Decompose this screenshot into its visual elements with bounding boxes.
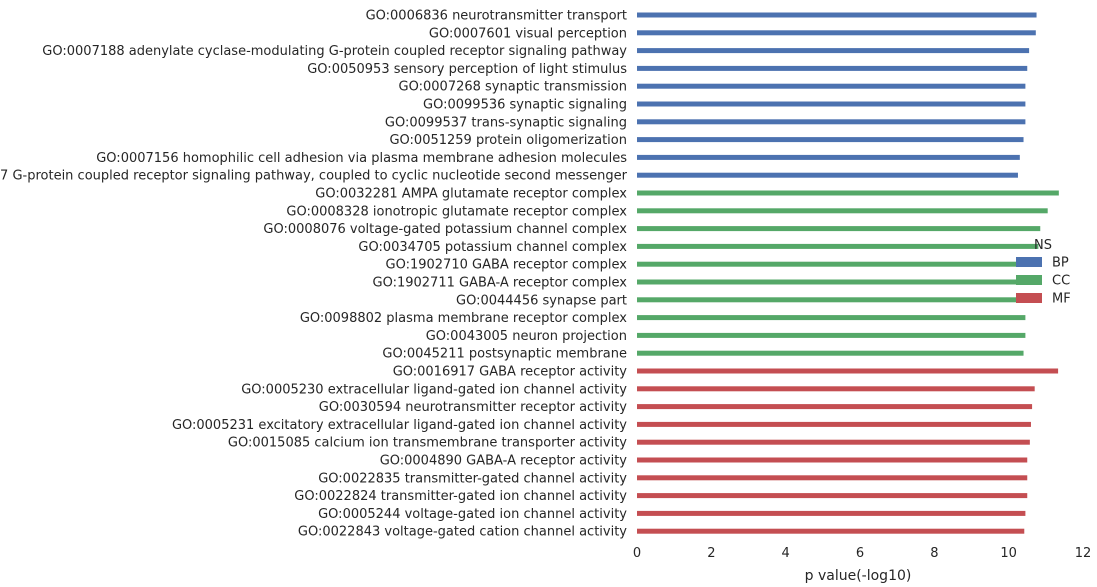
bar-mf [637, 368, 1059, 374]
bar-bp [637, 172, 1018, 178]
bar-cc [637, 332, 1026, 338]
category-label: GO:0005231 excitatory extracellular liga… [172, 418, 627, 433]
legend-title: NS [1034, 238, 1052, 253]
category-label: GO:0043005 neuron projection [426, 329, 627, 344]
bar-bp [637, 12, 1037, 18]
x-tick-label: 10 [1000, 546, 1017, 561]
x-tick-label: 12 [1075, 546, 1092, 561]
bar-cc [637, 315, 1026, 321]
category-label: GO:0008328 ionotropic glutamate receptor… [286, 204, 627, 219]
bar-bp [637, 137, 1024, 143]
legend-label-bp: BP [1052, 256, 1069, 271]
bar-cc [637, 243, 1039, 249]
category-label: GO:0006836 neurotransmitter transport [366, 9, 627, 24]
bar-bp [637, 119, 1026, 125]
legend-swatch-cc [1016, 275, 1042, 285]
bar-mf [637, 510, 1026, 516]
bar-bp [637, 83, 1026, 89]
bar-cc [637, 297, 1028, 303]
legend-label-mf: MF [1052, 292, 1071, 307]
category-label: GO:1902710 GABA receptor complex [386, 258, 628, 273]
legend-swatch-mf [1016, 293, 1042, 303]
category-label: GO:0099537 trans-synaptic signaling [385, 115, 627, 130]
category-label: GO:0051259 protein oligomerization [389, 133, 627, 148]
category-label: GO:0007188 adenylate cyclase-modulating … [42, 44, 627, 59]
category-label: GO:0050953 sensory perception of light s… [307, 62, 627, 77]
category-label: GO:0004890 GABA-A receptor activity [380, 454, 628, 469]
bar-mf [637, 528, 1025, 534]
category-label: GO:0007268 synaptic transmission [399, 80, 627, 95]
category-label: GO:0015085 calcium ion transmembrane tra… [228, 436, 627, 451]
bar-mf [637, 493, 1028, 499]
category-label: GO:0034705 potassium channel complex [358, 240, 627, 255]
category-label: GO:0098802 plasma membrane receptor comp… [300, 311, 627, 326]
bar-mf [637, 404, 1033, 410]
legend-label-cc: CC [1052, 274, 1070, 289]
x-tick-label: 6 [856, 546, 864, 561]
bar-cc [637, 226, 1041, 232]
bar-mf [637, 386, 1035, 392]
legend-swatch-bp [1016, 257, 1042, 267]
bar-mf [637, 439, 1030, 445]
x-tick-label: 2 [707, 546, 715, 561]
bar-cc [637, 261, 1028, 267]
bar-bp [637, 65, 1028, 71]
x-tick-label: 4 [782, 546, 790, 561]
category-label: GO:0016917 GABA receptor activity [393, 365, 628, 380]
bar-mf [637, 421, 1031, 427]
x-tick-label: 8 [930, 546, 938, 561]
x-axis-title: p value(-log10) [805, 568, 912, 584]
category-label: GO:0099536 synaptic signaling [423, 98, 627, 113]
category-label: GO:0045211 postsynaptic membrane [382, 347, 627, 362]
category-label: GO:0022843 voltage-gated cation channel … [298, 525, 627, 540]
category-label: GO:0008076 voltage-gated potassium chann… [263, 222, 627, 237]
bar-cc [637, 350, 1024, 356]
category-label: GO:0044456 synapse part [456, 293, 627, 308]
category-label: GO:0005244 voltage-gated ion channel act… [318, 507, 627, 522]
bars-group [637, 12, 1059, 534]
legend: NS BP CC MF [1016, 238, 1071, 307]
bar-bp [637, 30, 1036, 36]
category-label: GO:0032281 AMPA glutamate receptor compl… [315, 187, 627, 202]
category-label: GO:0007187 G-protein coupled receptor si… [0, 169, 628, 184]
bar-mf [637, 457, 1028, 463]
category-label: GO:0005230 extracellular ligand-gated io… [241, 382, 627, 397]
category-label: GO:0007156 homophilic cell adhesion via … [96, 151, 627, 166]
bar-mf [637, 475, 1028, 481]
x-tick-label: 0 [633, 546, 641, 561]
bar-bp [637, 48, 1030, 54]
bar-cc [637, 208, 1048, 214]
bar-bp [637, 154, 1020, 160]
category-label: GO:0022835 transmitter-gated channel act… [318, 471, 627, 486]
category-label: GO:0007601 visual perception [429, 26, 627, 41]
category-labels-group: GO:0006836 neurotransmitter transport GO:… [0, 9, 628, 540]
bar-bp [637, 101, 1026, 107]
x-axis-ticks-group: 0 2 4 6 8 10 12 [633, 546, 1091, 561]
bar-cc [637, 279, 1028, 285]
bar-cc [637, 190, 1059, 196]
category-label: GO:1902711 GABA-A receptor complex [373, 276, 628, 291]
category-label: GO:0022824 transmitter-gated ion channel… [294, 489, 627, 504]
category-label: GO:0030594 neurotransmitter receptor act… [319, 400, 628, 415]
